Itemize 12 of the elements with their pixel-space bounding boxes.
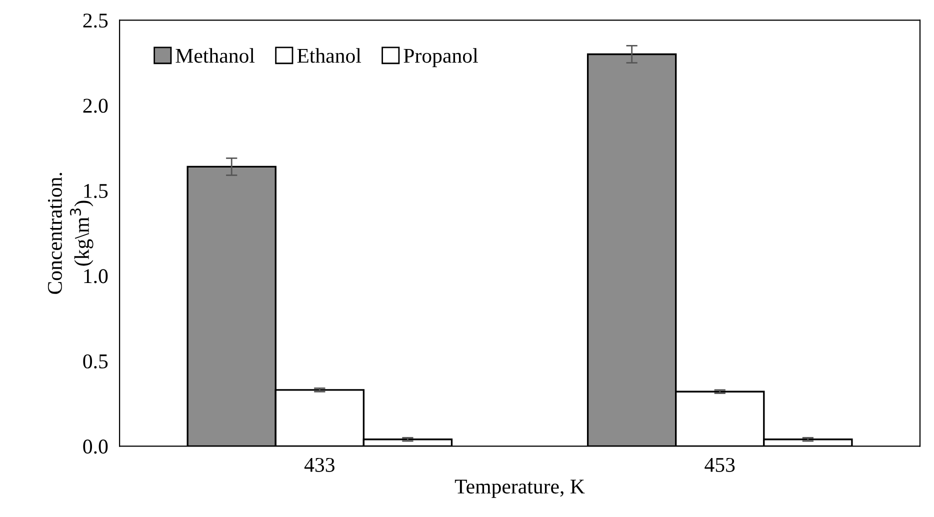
y-tick-label: 1.0 [84, 269, 108, 284]
y-tick-label: 2.5 [83, 14, 108, 28]
x-tick-label: 453 [704, 458, 735, 472]
y-tick-label: 0.0 [83, 440, 108, 454]
x-tick-label: 433 [304, 458, 334, 472]
x-axis-title: Temperature, K [454, 480, 585, 498]
y-tick-label: 0.5 [83, 354, 108, 368]
legend-label: Propanol [404, 48, 478, 68]
legend-label: Ethanol [297, 48, 362, 63]
legend-label: Methanol [176, 48, 255, 63]
y-tick-label: 1.5 [84, 184, 108, 198]
y-tick-label: 2.0 [83, 98, 108, 113]
